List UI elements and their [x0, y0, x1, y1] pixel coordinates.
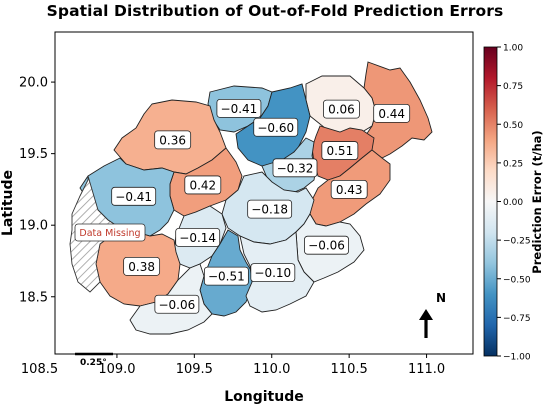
x-tick-label: 110.0 — [253, 362, 290, 377]
x-tick-label: 109.0 — [98, 362, 135, 377]
region-label: −0.51 — [203, 266, 249, 286]
region-labels: 0.44 0.06 −0.41 −0.60 0.36 0.51 −0.32 0.42 −0.41… — [111, 98, 411, 314]
region-label: −0.14 — [175, 227, 221, 247]
colorbar-gradient — [483, 46, 498, 357]
colorbar-tick-label: −0.25 — [503, 237, 531, 247]
region-label: 0.43 — [330, 180, 368, 199]
region-label-text: −0.41 — [221, 102, 258, 116]
region-label-text: −0.41 — [115, 190, 152, 204]
region-label: −0.18 — [247, 199, 293, 219]
region-label: 0.42 — [184, 175, 222, 195]
colorbar-tick-label: −0.75 — [503, 314, 531, 324]
missing-data-label-box: Data Missing — [74, 223, 146, 242]
scale-bar-label: 0.25° — [80, 358, 107, 368]
region-label: −0.06 — [154, 294, 200, 314]
x-tick-label: 111.0 — [408, 362, 445, 377]
colorbar-tick-label: −0.50 — [503, 275, 531, 285]
region-label-text: −0.32 — [277, 161, 314, 175]
region-label-text: −0.14 — [179, 231, 216, 245]
x-axis-title: Longitude — [224, 389, 304, 405]
region-label: 0.51 — [321, 141, 359, 160]
region-label-text: −0.51 — [208, 270, 245, 284]
colorbar-tick-label: −1.00 — [503, 353, 531, 363]
region-label: 0.36 — [154, 130, 192, 150]
region-label-text: −0.18 — [251, 203, 288, 217]
region-label: −0.41 — [111, 186, 157, 206]
region-label-text: −0.06 — [308, 239, 345, 253]
y-tick-label: 19.0 — [19, 219, 48, 234]
region-label-text: 0.43 — [336, 183, 363, 197]
x-tick-label: 110.5 — [331, 362, 368, 377]
north-arrow-head-icon — [419, 309, 433, 320]
colorbar-tick-label: 0.25 — [503, 159, 523, 169]
y-axis-title: Latitude — [0, 170, 16, 236]
region-label-text: 0.38 — [128, 260, 155, 274]
colorbar-tick-label: 0.00 — [503, 198, 523, 208]
region-label-text: 0.36 — [159, 133, 186, 147]
region-label: 0.06 — [323, 99, 360, 119]
y-tick-label: 18.5 — [19, 290, 48, 305]
map-title: Spatial Distribution of Out-of-Fold Pred… — [46, 2, 504, 20]
region-label: −0.06 — [304, 235, 349, 255]
x-tick-label: 109.5 — [176, 362, 213, 377]
region-label: −0.32 — [272, 158, 318, 178]
region-label-text: 0.06 — [328, 103, 355, 117]
region-label-text: 0.42 — [189, 178, 216, 192]
colorbar-ticks: 1.00 0.75 0.50 0.25 0.00 −0.25 −0.50 −0.75 −1.00 — [497, 44, 531, 363]
region-label-text: −0.60 — [257, 121, 294, 135]
region-label-text: 0.44 — [378, 107, 405, 121]
colorbar: 1.00 0.75 0.50 0.25 0.00 −0.25 −0.50 −0.75 −1.00… — [483, 44, 544, 363]
y-tick-label: 20.0 — [19, 76, 48, 91]
colorbar-tick-label: 0.50 — [503, 121, 523, 131]
colorbar-title: Prediction Error (t/ha) — [530, 130, 544, 273]
y-tick-label: 19.5 — [19, 147, 48, 162]
scale-bar: 0.25° — [75, 352, 113, 368]
colorbar-tick-label: 1.00 — [503, 44, 523, 54]
region-label: −0.10 — [250, 263, 296, 282]
colorbar-tick-label: 0.75 — [503, 82, 523, 92]
region-label: 0.44 — [373, 103, 411, 123]
region-label-text: −0.10 — [254, 266, 291, 280]
north-arrow: N — [419, 291, 446, 338]
region-label: 0.38 — [123, 256, 161, 276]
x-tick-label: 108.5 — [21, 362, 58, 377]
region-label-text: −0.06 — [158, 298, 195, 312]
region-label: −0.60 — [253, 117, 299, 137]
region-label-text: 0.51 — [326, 144, 353, 158]
region-label: −0.41 — [216, 98, 262, 118]
north-arrow-label: N — [436, 291, 446, 305]
axis-ticks: 108.5 109.0 109.5 110.0 110.5 111.0 18.5 19.0 19… — [19, 76, 445, 377]
missing-data-label: Data Missing — [79, 228, 140, 239]
